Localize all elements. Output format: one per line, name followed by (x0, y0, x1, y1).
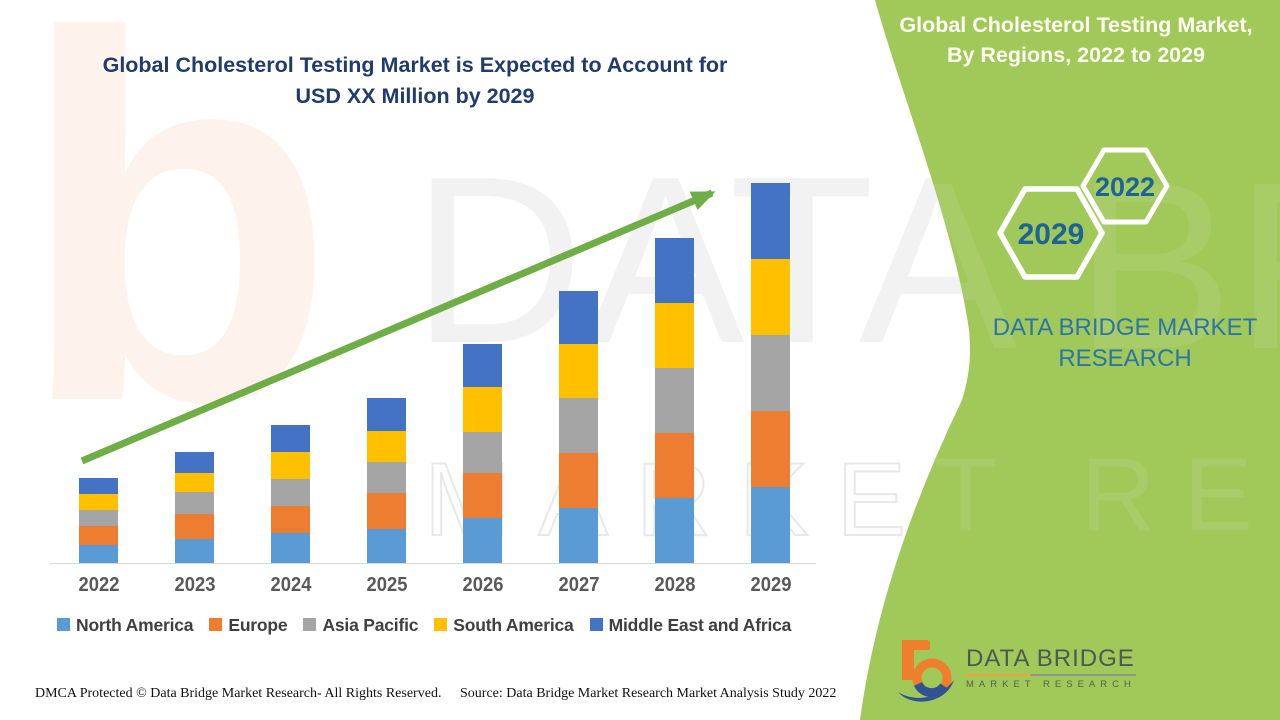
bar-segment-2027-europe (559, 453, 598, 508)
bar-segment-2027-north-america (559, 508, 598, 563)
green-panel-background (860, 0, 1280, 720)
x-axis-line (50, 563, 816, 564)
bar-segment-2024-south-america (271, 452, 310, 479)
logo-tagline: MARKET RESEARCH (966, 679, 1136, 690)
svg-text:MARKET RESEARCH: MARKET RESEARCH (424, 437, 1280, 553)
bar-segment-2026-middle-east-and-africa (463, 344, 502, 387)
bar-segment-2022-asia-pacific (79, 510, 118, 526)
bar-segment-2023-north-america (175, 539, 214, 563)
bar-segment-2025-asia-pacific (367, 462, 406, 493)
data-bridge-logo-text: DATA BRIDGE MARKET RESEARCH (966, 634, 1136, 690)
bar-segment-2022-middle-east-and-africa (79, 478, 118, 494)
legend-swatch-south-america (434, 618, 448, 631)
legend-swatch-middle-east-and-africa (589, 618, 603, 631)
legend-label: South America (453, 615, 574, 635)
x-axis-label-2029: 2029 (750, 574, 791, 596)
bar-segment-2024-north-america (271, 533, 310, 563)
legend-label: North America (76, 615, 194, 635)
bar-segment-2026-south-america (463, 387, 502, 432)
legend-label: Asia Pacific (322, 615, 419, 635)
hexagon-2029-year: 2029 (1018, 218, 1085, 251)
bar-segment-2023-south-america (175, 473, 214, 492)
bar-segment-2027-south-america (559, 344, 598, 398)
bar-segment-2024-middle-east-and-africa (271, 425, 310, 452)
x-axis-label-2022: 2022 (78, 574, 119, 596)
hexagon-2022-outline (1080, 147, 1170, 225)
legend-swatch-asia-pacific (303, 618, 317, 631)
bar-segment-2028-south-america (655, 303, 694, 368)
legend-item-middle-east-and-africa: Middle East and Africa (589, 615, 792, 636)
bar-segment-2027-middle-east-and-africa (559, 291, 598, 344)
x-axis-label-2026: 2026 (462, 574, 503, 596)
hexagon-2029-outline (997, 186, 1105, 280)
side-panel-brand-line2: RESEARCH (1058, 345, 1192, 372)
x-axis-label-2024: 2024 (270, 574, 311, 596)
x-axis-label-2023: 2023 (174, 574, 215, 596)
bar-segment-2025-europe (367, 493, 406, 529)
bar-segment-2028-middle-east-and-africa (655, 238, 694, 303)
bar-segment-2029-asia-pacific (751, 335, 790, 411)
bar-segment-2024-europe (271, 506, 310, 533)
logo-brand-name: DATA BRIDGE (966, 646, 1136, 676)
side-panel-title-line2: By Regions, 2022 to 2029 (946, 43, 1206, 67)
legend-swatch-europe (209, 618, 223, 631)
bar-segment-2026-europe (463, 473, 502, 518)
data-bridge-logo: DATA BRIDGE MARKET RESEARCH (896, 634, 1136, 708)
bar-segment-2029-south-america (751, 259, 790, 335)
bar-segment-2028-europe (655, 433, 694, 498)
x-axis-label-2025: 2025 (366, 574, 407, 596)
legend-label: Europe (228, 615, 288, 635)
legend-item-north-america: North America (57, 615, 194, 636)
chart-title: Global Cholesterol Testing Market is Exp… (0, 50, 830, 112)
hexagon-2022-year: 2022 (1095, 172, 1155, 202)
legend-label: Middle East and Africa (608, 615, 792, 635)
x-axis-label-2027: 2027 (558, 574, 599, 596)
side-panel-brand-text: DATA BRIDGE MARKET RESEARCH (965, 312, 1280, 374)
bar-segment-2029-middle-east-and-africa (751, 183, 790, 259)
trend-arrow (80, 189, 716, 465)
bar-segment-2028-north-america (655, 498, 694, 563)
side-panel-brand-line1: DATA BRIDGE MARKET (992, 314, 1258, 341)
chart-title-line1: Global Cholesterol Testing Market is Exp… (102, 53, 728, 77)
footer-dmca-text: DMCA Protected © Data Bridge Market Rese… (35, 686, 442, 701)
side-panel-title-line1: Global Cholesterol Testing Market, (899, 13, 1253, 37)
bar-segment-2022-europe (79, 526, 118, 545)
bar-segment-2027-asia-pacific (559, 398, 598, 453)
bar-segment-2023-asia-pacific (175, 492, 214, 514)
chart-legend: North America Europe Asia Pacific South Ame… (57, 615, 791, 636)
bar-segment-2026-asia-pacific (463, 432, 502, 473)
side-panel-title: Global Cholesterol Testing Market, By Re… (880, 10, 1272, 70)
bar-segment-2028-asia-pacific (655, 368, 694, 433)
footer-source-text: Source: Data Bridge Market Research Mark… (460, 686, 837, 701)
bar-segment-2025-middle-east-and-africa (367, 398, 406, 431)
bar-segment-2022-north-america (79, 545, 118, 563)
bar-segment-2026-north-america (463, 518, 502, 563)
legend-item-europe: Europe (209, 615, 288, 636)
bar-segment-2023-middle-east-and-africa (175, 452, 214, 473)
legend-item-asia-pacific: Asia Pacific (303, 615, 418, 636)
bar-segment-2029-europe (751, 411, 790, 487)
chart-title-line2: USD XX Million by 2029 (295, 84, 535, 108)
bar-segment-2025-north-america (367, 529, 406, 563)
data-bridge-logo-icon (898, 640, 954, 702)
bar-segment-2029-north-america (751, 487, 790, 563)
bar-segment-2025-south-america (367, 431, 406, 462)
x-axis-label-2028: 2028 (654, 574, 695, 596)
bar-segment-2022-south-america (79, 494, 118, 510)
bar-segment-2023-europe (175, 514, 214, 539)
legend-item-south-america: South America (434, 615, 574, 636)
bar-segment-2024-asia-pacific (271, 479, 310, 506)
legend-swatch-north-america (57, 618, 70, 631)
